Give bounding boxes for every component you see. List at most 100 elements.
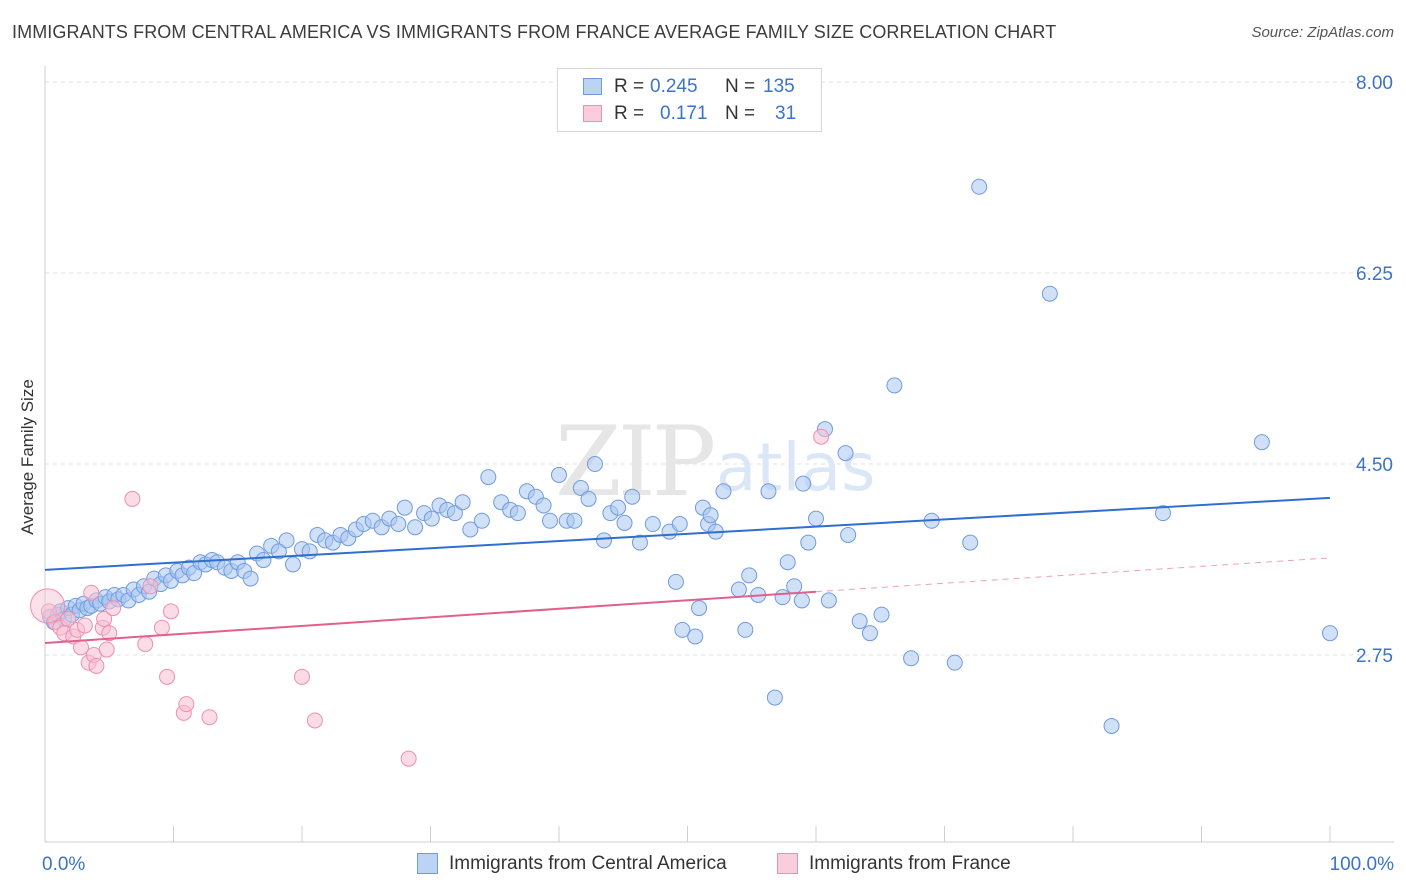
data-point-central-america (301, 543, 318, 560)
source-label: Source: ZipAtlas.com (1251, 24, 1394, 41)
data-point-central-america (671, 516, 688, 533)
data-point-central-america (946, 654, 963, 671)
x-tick-label: 100.0% (1330, 854, 1395, 875)
data-point-central-america (572, 480, 589, 497)
data-point-france (60, 610, 77, 627)
data-point-central-america (454, 494, 471, 511)
trend-line-france-extension (815, 557, 1331, 593)
n-value: 31 (775, 103, 797, 124)
data-point-central-america (903, 650, 920, 667)
n-value: 135 (763, 76, 795, 97)
watermark-atlas: atlas (716, 429, 876, 506)
data-point-central-america (1322, 625, 1338, 642)
data-point-central-america (586, 456, 603, 472)
data-point-france (400, 750, 417, 767)
data-point-central-america (255, 552, 272, 569)
data-point-central-america (1154, 505, 1171, 522)
n-label: N = (725, 103, 756, 124)
legend-label: Immigrants from France (809, 853, 1011, 874)
data-point-central-america (407, 519, 424, 536)
data-point-central-america (715, 483, 732, 500)
data-point-france (101, 625, 118, 642)
data-point-central-america (774, 589, 791, 606)
data-point-france (813, 428, 830, 445)
data-point-central-america (446, 505, 463, 522)
data-point-france (178, 696, 195, 713)
legend-row-france: R = 0.171 N = 31 (558, 100, 821, 128)
data-point-central-america (793, 592, 810, 609)
data-point-central-america (779, 554, 796, 571)
data-point-france (105, 600, 122, 617)
legend-swatch-blue (417, 853, 438, 874)
data-point-central-america (542, 512, 559, 529)
data-point-central-america (766, 689, 783, 706)
data-point-central-america (644, 516, 661, 533)
y-tick-label: 4.50 (1356, 455, 1393, 476)
data-point-central-america (691, 600, 708, 617)
data-point-central-america (462, 521, 479, 538)
data-point-central-america (808, 510, 824, 527)
data-point-france (83, 584, 100, 601)
data-point-france (88, 657, 105, 674)
data-point-france (142, 578, 159, 595)
r-label: R = (614, 76, 645, 97)
data-point-central-america (800, 534, 817, 551)
data-point-central-america (760, 483, 777, 500)
data-point-france (124, 490, 141, 507)
data-point-central-america (737, 621, 754, 638)
data-point-central-america (396, 499, 413, 516)
data-point-central-america (741, 567, 758, 584)
n-label: N = (725, 76, 756, 97)
data-point-france (137, 636, 154, 653)
data-point-central-america (270, 543, 287, 560)
data-point-central-america (837, 445, 854, 462)
data-point-central-america (580, 490, 597, 507)
data-point-central-america (390, 516, 407, 533)
data-point-central-america (1103, 717, 1120, 734)
legend-row-central-america: R = 0.245 N = 135 (558, 73, 821, 101)
y-tick-label: 6.25 (1356, 264, 1393, 285)
legend-swatch-blue (583, 78, 602, 95)
data-point-central-america (667, 573, 684, 590)
data-point-central-america (1041, 285, 1058, 302)
legend-swatch-pink (777, 853, 798, 874)
data-point-central-america (610, 499, 627, 516)
x-tick-label: 0.0% (42, 854, 85, 875)
trend-line-france (44, 590, 817, 644)
data-point-central-america (795, 475, 812, 492)
data-point-central-america (730, 581, 747, 598)
data-point-central-america (616, 514, 633, 531)
r-value: 0.171 (660, 103, 708, 124)
data-point-central-america (873, 606, 890, 623)
y-tick-label: 8.00 (1356, 73, 1393, 94)
data-point-central-america (551, 466, 567, 483)
data-point-central-america (1253, 434, 1270, 451)
data-point-central-america (962, 534, 979, 551)
r-value: 0.245 (650, 76, 698, 97)
data-point-central-america (631, 534, 648, 551)
data-point-central-america (624, 488, 641, 505)
data-point-central-america (674, 621, 691, 638)
y-tick-label: 2.75 (1356, 646, 1393, 667)
data-point-central-america (886, 377, 903, 394)
legend-swatch-pink (583, 105, 602, 122)
data-point-france (306, 712, 323, 729)
data-point-france (98, 641, 115, 658)
trend-line-central-america (44, 496, 1331, 571)
data-point-france (294, 668, 310, 685)
data-point-central-america (278, 532, 295, 549)
data-point-france (30, 588, 66, 624)
data-point-france (153, 619, 170, 636)
data-point-central-america (702, 507, 719, 524)
chart-title: IMMIGRANTS FROM CENTRAL AMERICA VS IMMIG… (12, 22, 1057, 42)
data-point-france (96, 610, 113, 627)
data-point-central-america (687, 628, 704, 645)
correlation-legend: R = 0.245 N = 135 R = 0.171 N = 31 (557, 68, 822, 132)
data-point-central-america (840, 526, 857, 543)
data-point-central-america (861, 625, 878, 642)
data-point-central-america (535, 497, 552, 514)
data-point-france (162, 603, 179, 620)
data-point-central-america (786, 578, 803, 595)
data-point-central-america (473, 512, 490, 529)
data-point-central-america (595, 532, 612, 549)
